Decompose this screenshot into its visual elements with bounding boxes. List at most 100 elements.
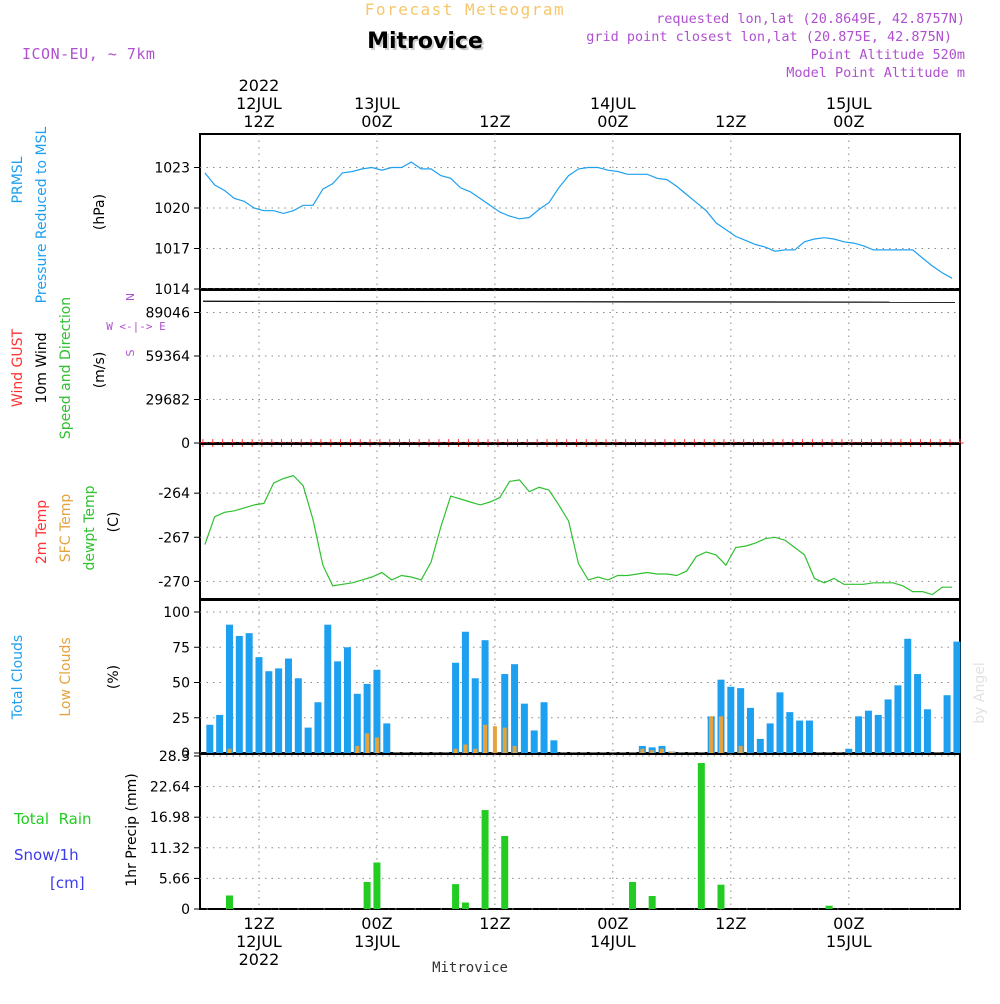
bottom-time-label: 15JUL bbox=[826, 932, 872, 951]
ytick-label: 1020 bbox=[154, 201, 190, 217]
low-cloud-bar bbox=[374, 737, 379, 753]
total-cloud-bar bbox=[520, 703, 528, 753]
compass-west-east: W <-|-> E bbox=[106, 320, 166, 333]
low-cloud-bar bbox=[492, 726, 497, 753]
pressure-panel: 1014 1017 1020 1023 PRMSL Pressure Reduced … bbox=[10, 126, 961, 303]
ytick-label: 29682 bbox=[145, 392, 190, 408]
forecast-meteogram-title: Forecast Meteogram bbox=[365, 0, 565, 19]
total-cloud-bar bbox=[609, 752, 617, 753]
wind-10m-label: 10m Wind bbox=[34, 332, 50, 403]
ytick-label: 16.98 bbox=[150, 810, 190, 826]
total-cloud-bar bbox=[402, 752, 410, 753]
total-cloud-bar bbox=[334, 661, 342, 753]
compass-south: S bbox=[124, 349, 137, 356]
wind-grid bbox=[194, 290, 960, 444]
bottom-time-label: 00Z bbox=[833, 914, 864, 933]
top-time-label: 12Z bbox=[243, 112, 274, 131]
pressure-msl-label: Pressure Reduced to MSL bbox=[34, 126, 50, 303]
low-cloud-bar bbox=[669, 751, 674, 753]
pressure-grid bbox=[194, 134, 960, 290]
total-cloud-bar bbox=[766, 723, 774, 753]
bottom-location-caption: Mitrovice bbox=[432, 960, 508, 976]
low-cloud-bar bbox=[640, 748, 645, 753]
ytick-label: 1023 bbox=[154, 161, 190, 177]
total-cloud-bar bbox=[904, 638, 912, 753]
temperature-panel: -270 -267 -264 2m Temp SFC Temp dewpt Temp… bbox=[34, 443, 961, 600]
total-cloud-bar bbox=[619, 752, 627, 753]
total-rain-label: Total Rain bbox=[13, 810, 92, 828]
rain-bar bbox=[452, 884, 460, 909]
pressure-frame bbox=[199, 133, 961, 290]
ytick-label: -270 bbox=[158, 574, 190, 590]
total-cloud-bar bbox=[235, 635, 243, 753]
total-cloud-bar bbox=[422, 752, 430, 753]
rain-bar bbox=[717, 884, 725, 909]
total-cloud-bar bbox=[412, 752, 420, 753]
ytick-label: 75 bbox=[172, 640, 190, 656]
bottom-time-label: 12Z bbox=[243, 914, 274, 933]
low-cloud-bar bbox=[365, 733, 370, 753]
clouds-ytick-labels: 0 25 50 75 100 bbox=[163, 605, 190, 762]
rain-bar bbox=[363, 881, 371, 909]
total-cloud-bar bbox=[550, 740, 558, 753]
ytick-label: 22.64 bbox=[150, 780, 190, 796]
total-cloud-bar bbox=[481, 640, 489, 753]
low-cloud-bar bbox=[718, 716, 723, 753]
rain-bar bbox=[648, 896, 656, 909]
low-cloud-bar bbox=[738, 745, 743, 753]
total-cloud-bar bbox=[501, 674, 509, 753]
temperature-ytick-labels: -270 -267 -264 bbox=[158, 486, 190, 590]
total-cloud-bar bbox=[471, 678, 479, 753]
ytick-label: 100 bbox=[163, 605, 190, 621]
low-cloud-bar bbox=[453, 748, 458, 753]
low-cloud-bar bbox=[709, 716, 714, 753]
top-time-label: 12Z bbox=[479, 112, 510, 131]
total-cloud-bar bbox=[284, 658, 292, 753]
low-cloud-bar bbox=[473, 748, 478, 753]
ytick-label: -264 bbox=[158, 486, 190, 502]
low-cloud-bar bbox=[650, 750, 655, 753]
temp-2m-label: 2m Temp bbox=[34, 500, 50, 564]
dewpoint-temp-line bbox=[204, 474, 952, 596]
total-clouds-label: Total Clouds bbox=[10, 635, 26, 720]
total-cloud-bar bbox=[678, 752, 686, 753]
ytick-label: 11.32 bbox=[150, 841, 190, 857]
wind-speed-direction-label: Speed and Direction bbox=[58, 297, 74, 439]
bottom-time-label: 00Z bbox=[361, 914, 392, 933]
bottom-time-label: 2022 bbox=[239, 950, 280, 969]
total-cloud-bar bbox=[206, 724, 214, 753]
clouds-unit: (%) bbox=[106, 665, 122, 689]
top-time-label: 00Z bbox=[361, 112, 392, 131]
total-cloud-bar bbox=[864, 710, 872, 753]
total-cloud-bar bbox=[579, 752, 587, 753]
ytick-label: 25 bbox=[172, 711, 190, 727]
watermark: by Angel bbox=[972, 662, 988, 723]
rain-bar bbox=[825, 905, 833, 909]
wind-ytick-labels: 0 29682 59364 89046 bbox=[145, 305, 190, 452]
snow-label: Snow/1h bbox=[14, 846, 79, 864]
total-cloud-bar bbox=[914, 674, 922, 753]
location-title-shadow: Mitrovice bbox=[369, 31, 485, 56]
top-time-label: 13JUL bbox=[354, 94, 400, 113]
rain-bar bbox=[461, 902, 469, 909]
ytick-label: 1014 bbox=[154, 282, 190, 298]
total-cloud-bar bbox=[943, 695, 951, 753]
total-cloud-bar bbox=[884, 699, 892, 753]
bottom-time-label: 12Z bbox=[715, 914, 746, 933]
total-cloud-bar bbox=[717, 679, 725, 753]
total-cloud-bar bbox=[511, 664, 519, 753]
rain-bar bbox=[697, 763, 705, 909]
total-cloud-bar bbox=[363, 683, 371, 753]
ytick-label: 28.3 bbox=[159, 749, 190, 765]
bottom-time-label: 12JUL bbox=[236, 932, 282, 951]
total-cloud-bar bbox=[599, 752, 607, 753]
total-cloud-bar bbox=[746, 707, 754, 753]
total-cloud-bar bbox=[953, 641, 961, 753]
total-cloud-bar bbox=[737, 688, 745, 753]
precip-frame bbox=[199, 753, 961, 910]
top-time-label: 14JUL bbox=[590, 94, 636, 113]
total-cloud-bar bbox=[353, 693, 361, 753]
low-cloud-bar bbox=[483, 724, 488, 753]
